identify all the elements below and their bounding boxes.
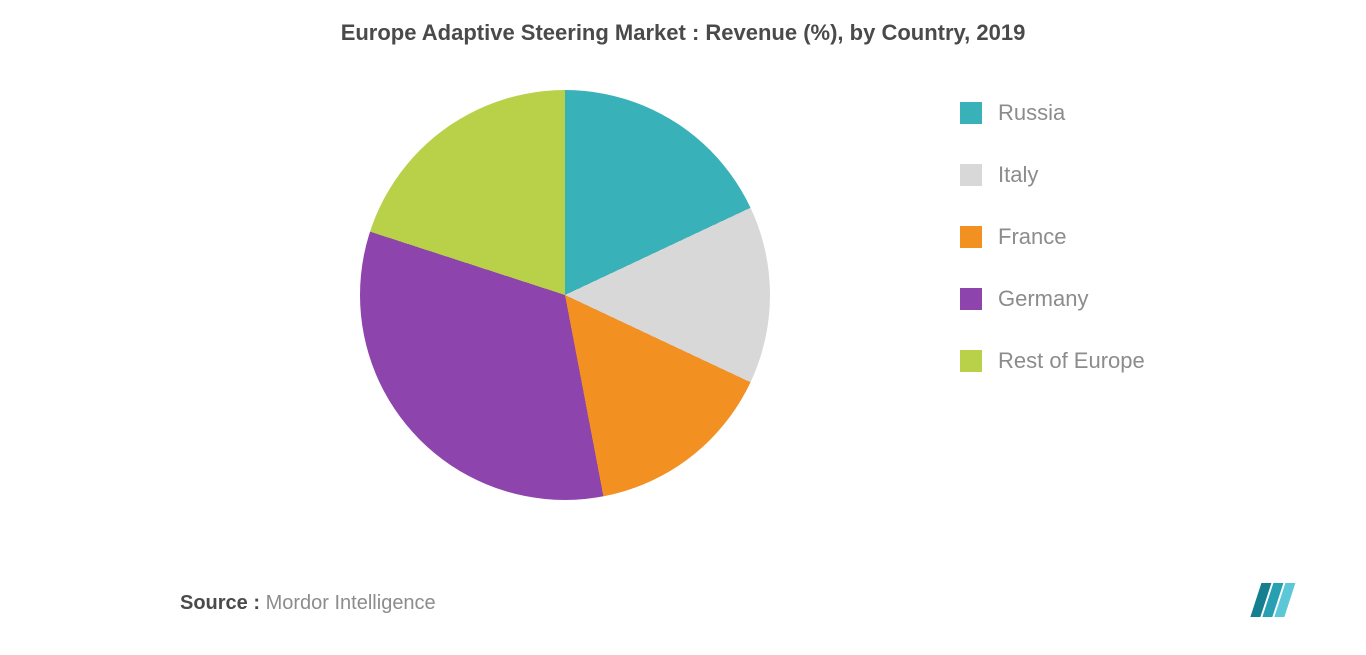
legend-item: Italy bbox=[960, 162, 1145, 188]
legend-item: France bbox=[960, 224, 1145, 250]
pie-chart bbox=[360, 90, 770, 500]
source-label: Source : bbox=[180, 592, 260, 614]
legend-item: Germany bbox=[960, 286, 1145, 312]
legend-swatch bbox=[960, 102, 982, 124]
chart-container: Europe Adaptive Steering Market : Revenu… bbox=[0, 0, 1366, 655]
legend-label: Italy bbox=[998, 162, 1038, 188]
legend-swatch bbox=[960, 350, 982, 372]
legend-label: Russia bbox=[998, 100, 1065, 126]
source-line: Source : Mordor Intelligence bbox=[180, 592, 436, 615]
brand-logo bbox=[1246, 575, 1326, 625]
legend-swatch bbox=[960, 164, 982, 186]
legend-swatch bbox=[960, 226, 982, 248]
legend-label: France bbox=[998, 224, 1066, 250]
legend-swatch bbox=[960, 288, 982, 310]
legend: Russia Italy France Germany Rest of Europe bbox=[960, 100, 1145, 374]
chart-title: Europe Adaptive Steering Market : Revenu… bbox=[0, 20, 1366, 46]
legend-item: Russia bbox=[960, 100, 1145, 126]
source-value: Mordor Intelligence bbox=[266, 592, 436, 614]
legend-label: Germany bbox=[998, 286, 1088, 312]
legend-label: Rest of Europe bbox=[998, 348, 1145, 374]
legend-item: Rest of Europe bbox=[960, 348, 1145, 374]
